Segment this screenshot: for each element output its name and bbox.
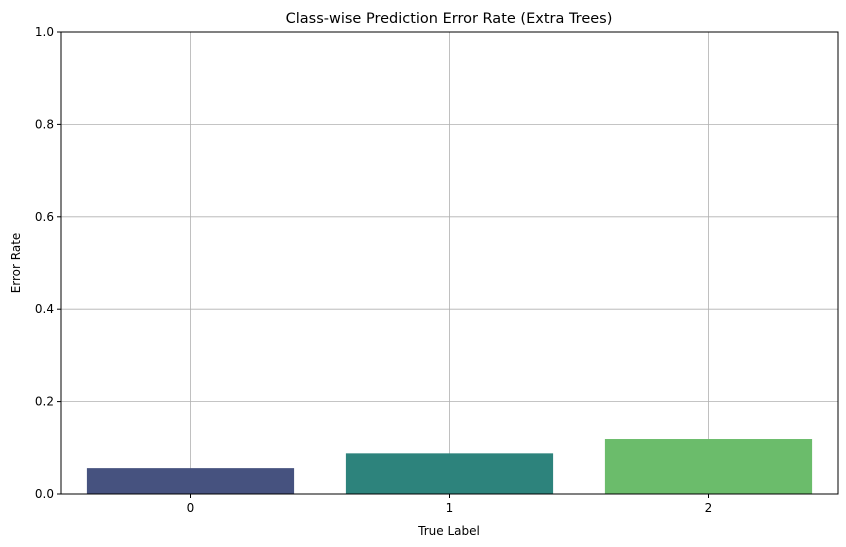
bars	[86, 439, 813, 494]
y-tick-label: 1.0	[35, 25, 54, 39]
chart-title: Class-wise Prediction Error Rate (Extra …	[286, 11, 613, 27]
y-axis-ticks: 0.0 0.2 0.4 0.6 0.8 1.0	[35, 25, 61, 501]
bar-0	[86, 468, 295, 494]
x-axis-label: True Label	[417, 524, 480, 538]
y-tick-label: 0.4	[35, 302, 54, 316]
bar-2	[604, 439, 813, 494]
x-tick-label: 2	[705, 501, 713, 515]
y-tick-label: 0.2	[35, 395, 54, 409]
y-tick-label: 0.0	[35, 487, 54, 501]
y-axis-label: Error Rate	[9, 233, 23, 294]
x-tick-label: 0	[187, 501, 195, 515]
y-tick-label: 0.6	[35, 210, 54, 224]
x-tick-label: 1	[446, 501, 454, 515]
x-axis-ticks: 0 1 2	[187, 494, 713, 515]
y-tick-label: 0.8	[35, 117, 54, 131]
bar-1	[345, 453, 554, 494]
